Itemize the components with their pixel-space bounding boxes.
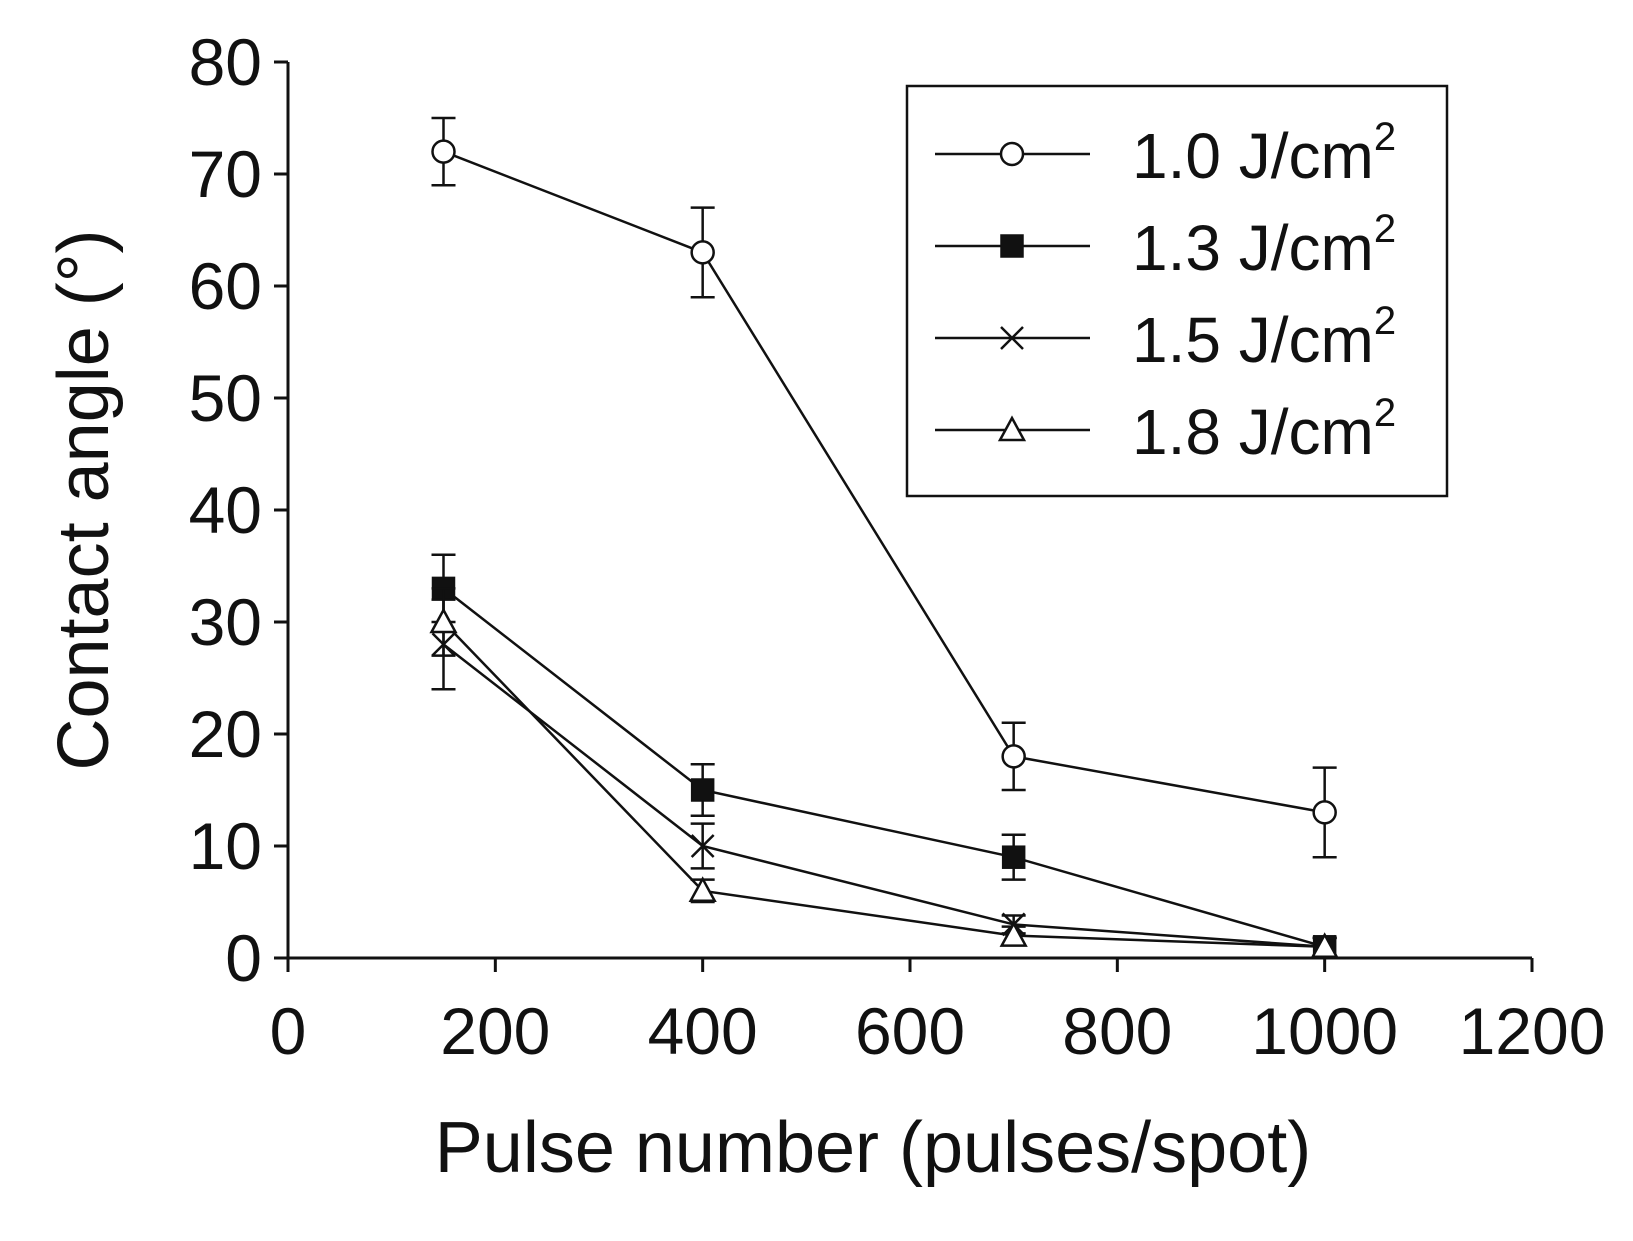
legend-label-superscript-1: 2	[1374, 115, 1396, 159]
legend-marker-3-stroke-b	[1000, 326, 1024, 350]
series-1-point-2	[690, 240, 715, 265]
series-1-point-4	[1312, 800, 1337, 825]
series-2-line	[442, 587, 1326, 949]
series-1	[431, 116, 1337, 859]
series-1-point-3	[1001, 744, 1026, 769]
legend-label-superscript-2: 2	[1374, 207, 1396, 251]
y-axis-title: Contact angle (°)	[44, 229, 124, 770]
series-4-point-2	[688, 876, 717, 903]
series-1-line	[443, 150, 1325, 814]
x-tick-label-200: 200	[440, 994, 550, 1068]
y-tick-label-30: 30	[189, 585, 262, 659]
x-tick-label-1000: 1000	[1251, 994, 1398, 1068]
x-tick-label-1200: 1200	[1459, 994, 1606, 1068]
legend-label-3: 1.5 J/cm2	[1132, 299, 1396, 376]
series-3-point-2-stroke-b	[690, 834, 715, 858]
series-2	[431, 553, 1337, 959]
y-tick-label-80: 80	[189, 25, 262, 99]
x-tick-label-0: 0	[270, 994, 307, 1068]
series-4-point-1	[429, 607, 458, 634]
legend-marker-1	[999, 141, 1025, 167]
series-4	[429, 587, 1339, 959]
legend-entry-2: 1.3 J/cm2	[935, 207, 1396, 284]
y-tick-label-70: 70	[189, 137, 262, 211]
legend-marker-4	[997, 415, 1027, 442]
y-tick-label-20: 20	[189, 697, 262, 771]
y-tick-label-40: 40	[189, 473, 262, 547]
x-tick-label-400: 400	[648, 994, 758, 1068]
series-2-point-3	[1001, 845, 1026, 869]
x-axis-title: Pulse number (pulses/spot)	[435, 1108, 1311, 1188]
x-axis-ticks: 0 200 400 600 800 1000 1200	[270, 958, 1606, 1068]
series-1-point-1	[431, 139, 456, 164]
y-axis-ticks: 0 10 20 30 40 50 60 70 80	[189, 25, 288, 995]
y-tick-label-10: 10	[189, 809, 262, 883]
legend-label-4: 1.8 J/cm2	[1132, 391, 1396, 468]
series-4-point-3	[999, 920, 1028, 947]
y-tick-label-0: 0	[225, 921, 262, 995]
legend-entry-4: 1.8 J/cm2	[935, 391, 1396, 468]
legend-label-2: 1.3 J/cm2	[1132, 207, 1396, 284]
x-tick-label-800: 800	[1062, 994, 1172, 1068]
series-3-line	[442, 643, 1325, 949]
y-tick-label-60: 60	[189, 249, 262, 323]
legend-entry-3: 1.5 J/cm2	[935, 299, 1396, 376]
legend-marker-3	[1000, 326, 1024, 350]
legend-label-1: 1.0 J/cm2	[1132, 115, 1396, 192]
series-layer	[429, 116, 1339, 959]
legend-label-superscript-4: 2	[1374, 391, 1396, 435]
legend-label-superscript-3: 2	[1374, 299, 1396, 343]
y-tick-label-50: 50	[189, 361, 262, 435]
series-4-point-4	[1310, 932, 1339, 959]
legend-entry-1: 1.0 J/cm2	[935, 115, 1396, 192]
x-tick-label-600: 600	[855, 994, 965, 1068]
series-3	[431, 598, 1337, 959]
legend-marker-2	[1000, 234, 1024, 258]
legend: 1.0 J/cm2 1.3 J/cm2 1.5 J/cm2 1.8 J/cm2	[905, 84, 1449, 498]
series-4-line	[442, 621, 1325, 949]
series-2-point-2	[690, 778, 715, 802]
series-3-point-2	[690, 834, 715, 858]
